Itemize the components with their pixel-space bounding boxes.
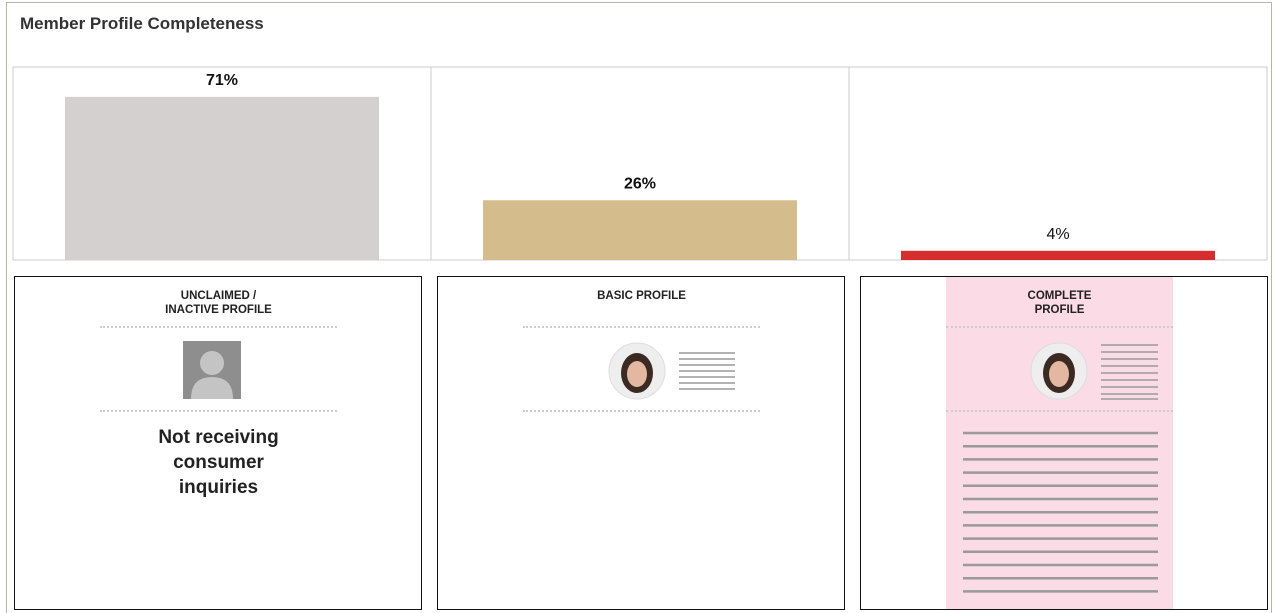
bar [901,251,1215,260]
divider [946,326,1173,328]
divider [100,326,337,328]
divider [523,326,760,328]
divider [523,410,760,412]
profile-card: UNCLAIMED / INACTIVE PROFILE Not receivi… [14,276,422,610]
card-image: UNCLAIMED / INACTIVE PROFILE Not receivi… [100,277,337,610]
card-title: UNCLAIMED / INACTIVE PROFILE [100,289,337,317]
profile-photo [608,341,738,401]
value-label: 71% [206,72,238,89]
profile-text-lines [963,427,1163,597]
card-text: Not receiving consumer inquiries [134,425,304,500]
bar [65,97,379,260]
profile-photo [1030,341,1160,403]
card-image: COMPLETE PROFILE [946,277,1173,610]
divider [100,410,337,412]
value-label: 4% [1046,226,1069,243]
value-label: 26% [624,175,656,192]
card-title: BASIC PROFILE [523,289,760,303]
card-image: BASIC PROFILE [523,277,760,610]
bar [483,200,797,260]
profile-card: COMPLETE PROFILE [860,276,1268,610]
chart: 71% 26% 4% [0,0,1280,270]
card-title: COMPLETE PROFILE [946,289,1173,317]
page: Member Profile Completeness 71%26%4% UNC… [0,0,1280,613]
avatar-placeholder [183,341,241,399]
profile-card: BASIC PROFILE [437,276,845,610]
divider [946,410,1173,412]
